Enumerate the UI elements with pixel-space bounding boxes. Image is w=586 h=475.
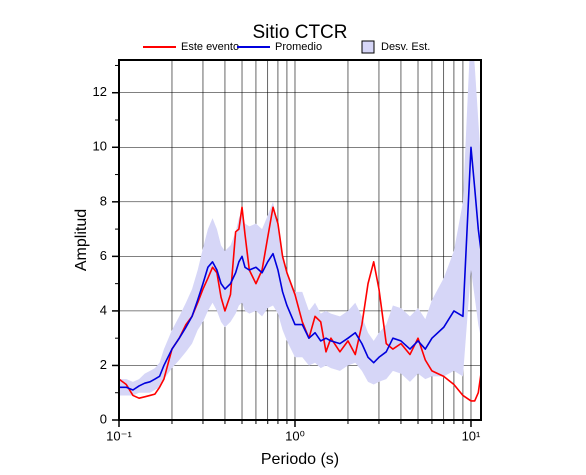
y-tick-label: 4: [100, 302, 107, 317]
legend: Este evento Promedio Desv. Est.: [143, 40, 430, 54]
y-tick-label: 2: [100, 357, 107, 372]
y-tick-label: 6: [100, 248, 107, 263]
y-axis-label: Amplitud: [73, 209, 90, 271]
legend-label: Promedio: [275, 41, 322, 53]
y-tick-label: 8: [100, 193, 107, 208]
x-axis-label: Periodo (s): [261, 451, 339, 468]
x-tick-label: 10⁻¹: [106, 428, 132, 443]
axes: 0 2 4 6 8 10 12 10⁻¹ 10⁰ 10¹: [93, 64, 481, 443]
legend-swatch: [361, 40, 375, 54]
std-band: [119, 60, 481, 396]
series-line: [119, 146, 481, 391]
x-tick-label: 10¹: [462, 428, 481, 443]
plot-frame: [118, 59, 482, 421]
y-tick-label: 10: [93, 139, 107, 154]
plot-area: [119, 60, 481, 402]
legend-label: Desv. Est.: [381, 41, 430, 53]
x-tick-label: 10⁰: [285, 428, 305, 443]
chart-title: Sitio CTCR: [252, 22, 347, 43]
legend-label: Este evento: [181, 41, 239, 53]
y-tick-label: 0: [100, 411, 107, 426]
y-tick-label: 12: [93, 84, 107, 99]
